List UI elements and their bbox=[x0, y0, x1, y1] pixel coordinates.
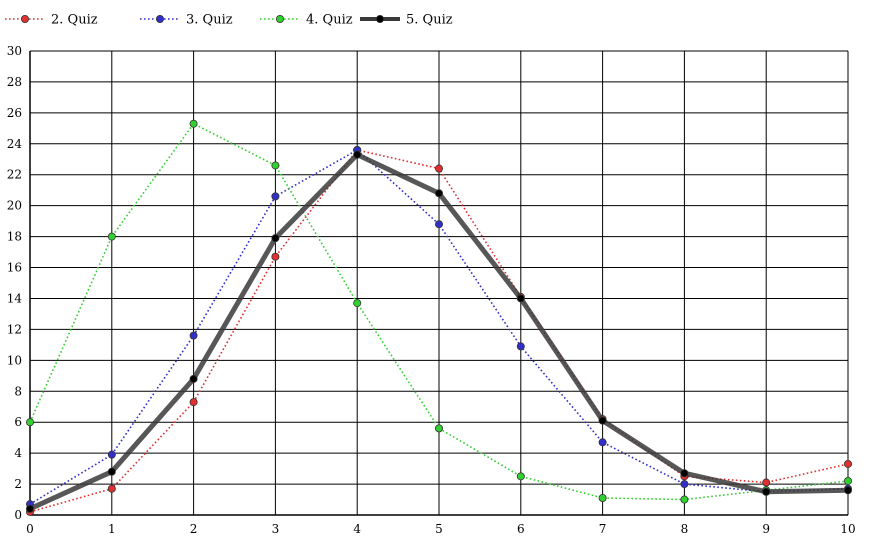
y-tick-label-28: 28 bbox=[7, 75, 22, 89]
data-point-3-quiz-x8 bbox=[680, 480, 689, 489]
series-line-4-quiz bbox=[29, 122, 849, 501]
data-point-3-quiz-x6 bbox=[516, 342, 525, 351]
y-tick-label-8: 8 bbox=[14, 384, 22, 398]
x-tick-label-7: 7 bbox=[599, 522, 607, 536]
y-tick-label-10: 10 bbox=[7, 353, 22, 367]
data-point-5-quiz-x5 bbox=[434, 189, 443, 198]
legend-item-3-quiz: 3. Quiz bbox=[140, 13, 233, 28]
data-point-3-quiz-x1 bbox=[107, 450, 116, 459]
axes bbox=[29, 51, 848, 516]
x-tick-label-5: 5 bbox=[435, 522, 443, 536]
data-point-4-quiz-x10 bbox=[844, 476, 853, 485]
x-tick-label-9: 9 bbox=[762, 522, 770, 536]
data-point-5-quiz-x10 bbox=[844, 486, 853, 495]
grid-lines bbox=[30, 50, 849, 515]
legend-label-4-quiz: 4. Quiz bbox=[306, 13, 353, 28]
data-point-5-quiz-x0 bbox=[25, 504, 34, 513]
data-point-4-quiz-x1 bbox=[107, 232, 116, 241]
data-point-2-quiz-x9 bbox=[762, 478, 771, 487]
data-point-4-quiz-x3 bbox=[271, 161, 280, 170]
data-point-4-quiz-x0 bbox=[25, 418, 34, 427]
y-tick-label-30: 30 bbox=[7, 44, 22, 58]
legend-item-5-quiz: 5. Quiz bbox=[360, 13, 453, 28]
y-tick-label-14: 14 bbox=[7, 291, 23, 305]
legend-label-3-quiz: 3. Quiz bbox=[186, 13, 233, 28]
data-point-5-quiz-x3 bbox=[271, 234, 280, 243]
series-4-quiz bbox=[25, 119, 853, 504]
legend: 2. Quiz 3. Quiz 4. Quiz 5. Quiz bbox=[5, 13, 453, 28]
data-point-3-quiz-x2 bbox=[189, 331, 198, 340]
data-point-5-quiz-x7 bbox=[598, 416, 607, 425]
y-tick-label-4: 4 bbox=[14, 446, 22, 460]
data-point-2-quiz-x10 bbox=[844, 459, 853, 468]
x-tick-label-6: 6 bbox=[517, 522, 525, 536]
x-tick-labels: 0 1 2 3 4 5 6 7 8 9 10 bbox=[26, 522, 855, 536]
y-tick-label-24: 24 bbox=[7, 137, 23, 151]
legend-swatch-marker-5-quiz bbox=[375, 14, 384, 23]
legend-label-5-quiz: 5. Quiz bbox=[406, 13, 453, 28]
data-point-4-quiz-x7 bbox=[598, 493, 607, 502]
x-tick-label-0: 0 bbox=[26, 522, 34, 536]
data-point-4-quiz-x8 bbox=[680, 495, 689, 504]
x-tick-label-4: 4 bbox=[353, 522, 361, 536]
legend-item-4-quiz: 4. Quiz bbox=[260, 13, 353, 28]
data-point-2-quiz-x2 bbox=[189, 398, 198, 407]
x-tick-label-2: 2 bbox=[190, 522, 198, 536]
x-tick-label-10: 10 bbox=[840, 522, 855, 536]
data-point-5-quiz-x8 bbox=[680, 469, 689, 478]
legend-swatch-marker-4-quiz bbox=[275, 14, 284, 23]
data-point-3-quiz-x3 bbox=[271, 192, 280, 201]
series-layer bbox=[25, 119, 853, 516]
data-point-3-quiz-x7 bbox=[598, 438, 607, 447]
data-point-4-quiz-x6 bbox=[516, 472, 525, 481]
data-point-2-quiz-x3 bbox=[271, 252, 280, 261]
legend-item-2-quiz: 2. Quiz bbox=[5, 13, 98, 28]
data-point-4-quiz-x5 bbox=[434, 424, 443, 433]
x-tick-label-1: 1 bbox=[108, 522, 116, 536]
series-5-quiz bbox=[25, 150, 853, 513]
y-tick-label-12: 12 bbox=[7, 322, 22, 336]
y-tick-label-6: 6 bbox=[14, 415, 22, 429]
data-point-2-quiz-x5 bbox=[434, 164, 443, 173]
x-tick-label-3: 3 bbox=[272, 522, 280, 536]
y-tick-label-18: 18 bbox=[7, 230, 22, 244]
data-point-4-quiz-x4 bbox=[353, 299, 362, 308]
data-point-5-quiz-x6 bbox=[516, 294, 525, 303]
y-tick-label-16: 16 bbox=[7, 261, 22, 275]
legend-swatch-marker-3-quiz bbox=[155, 14, 164, 23]
y-tick-label-20: 20 bbox=[7, 199, 22, 213]
y-tick-label-2: 2 bbox=[14, 477, 22, 491]
legend-swatch-marker-2-quiz bbox=[20, 14, 29, 23]
data-point-5-quiz-x1 bbox=[107, 467, 116, 476]
data-point-2-quiz-x1 bbox=[107, 484, 116, 493]
data-point-4-quiz-x2 bbox=[189, 119, 198, 128]
legend-label-2-quiz: 2. Quiz bbox=[51, 13, 98, 28]
data-point-5-quiz-x2 bbox=[189, 374, 198, 383]
x-tick-label-8: 8 bbox=[681, 522, 689, 536]
data-point-5-quiz-x4 bbox=[353, 150, 362, 159]
y-tick-label-26: 26 bbox=[7, 106, 22, 120]
data-point-5-quiz-x9 bbox=[762, 487, 771, 496]
y-tick-label-22: 22 bbox=[7, 168, 22, 182]
data-point-3-quiz-x5 bbox=[434, 220, 443, 229]
y-tick-label-0: 0 bbox=[14, 508, 22, 522]
